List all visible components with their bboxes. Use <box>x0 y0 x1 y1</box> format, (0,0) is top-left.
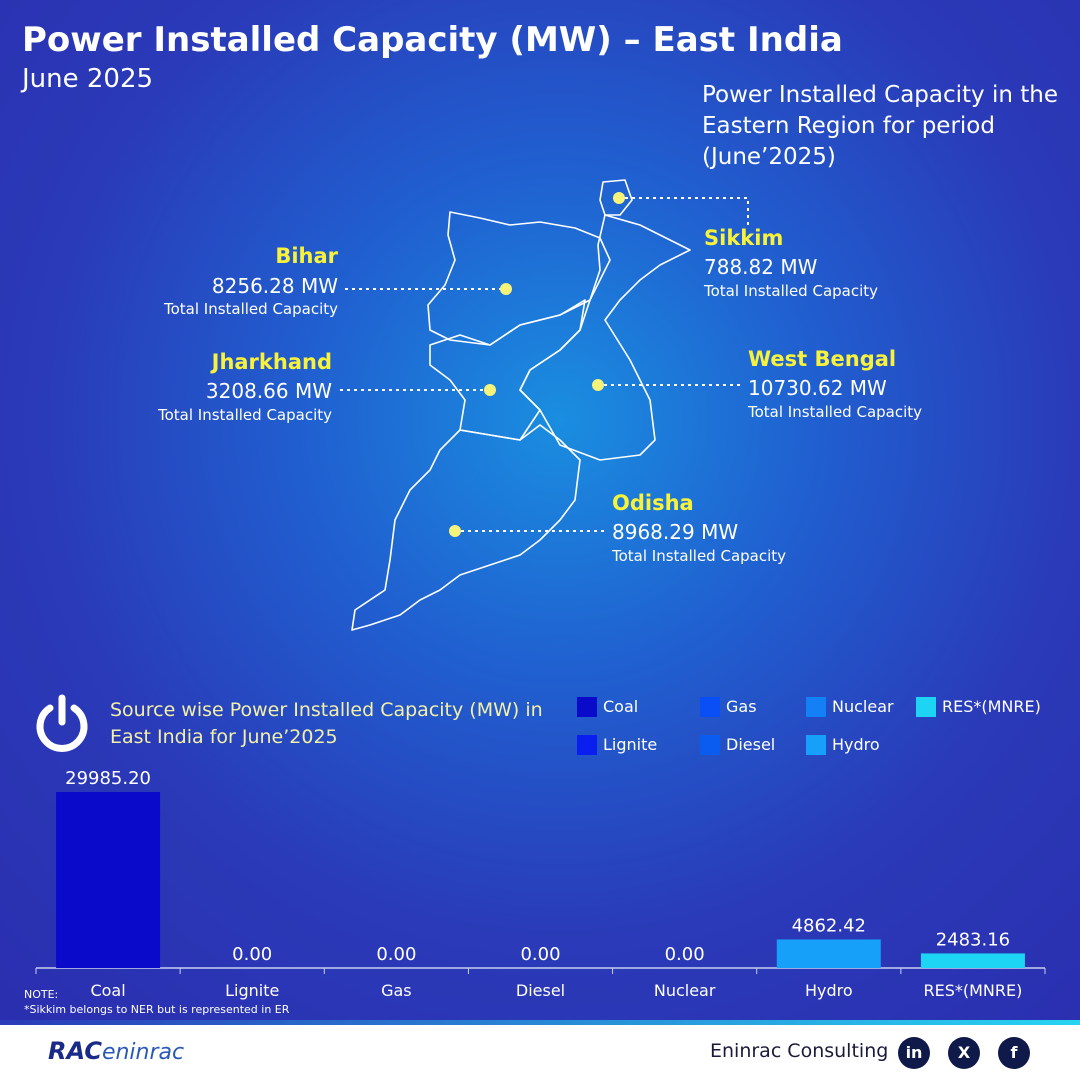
map-odisha <box>351 424 581 631</box>
bar-chart: 29985.20 Coal 0.00 Lignite 0.00 Gas 0.00 Diesel… <box>35 768 1046 1000</box>
map-dot <box>592 379 604 391</box>
legend-label: Nuclear <box>832 697 894 716</box>
state-value: 8256.28 MW <box>211 274 338 298</box>
power-icon <box>36 694 88 752</box>
value-label: 0.00 <box>520 944 560 965</box>
subtitle: June 2025 <box>22 64 154 94</box>
map-dot <box>449 525 461 537</box>
legend-swatch <box>577 735 597 755</box>
social-icon[interactable]: in <box>898 1037 930 1069</box>
social-icon[interactable]: X <box>948 1037 980 1069</box>
value-label: 4862.42 <box>792 915 866 936</box>
leader-lines <box>340 197 749 532</box>
map-dots <box>449 192 625 537</box>
background <box>0 0 1080 1025</box>
state-name: Odisha <box>612 491 694 515</box>
logo-mark: RAC <box>48 1037 102 1065</box>
state-caption: Total Installed Capacity <box>163 300 338 318</box>
logo: RACeninrac <box>48 1037 184 1065</box>
state-caption: Total Installed Capacity <box>704 282 879 300</box>
state-name: Bihar <box>275 244 338 268</box>
logo-text: eninrac <box>101 1040 185 1065</box>
company: Eninrac Consulting <box>710 1040 889 1062</box>
legend-label: RES*(MNRE) <box>942 697 1041 716</box>
value-label: 0.00 <box>232 944 272 965</box>
state-value: 3208.66 MW <box>205 379 332 403</box>
state-name: West Bengal <box>748 347 897 371</box>
legend-swatch <box>700 697 720 717</box>
state-name: Jharkhand <box>211 350 332 374</box>
bar <box>920 953 1025 968</box>
legend-swatch <box>916 697 936 717</box>
legend-swatch <box>806 697 826 717</box>
bar <box>56 792 161 968</box>
state-caption: Total Installed Capacity <box>748 403 923 421</box>
state-caption: Total Installed Capacity <box>612 547 787 565</box>
legend-swatch <box>806 735 826 755</box>
separator <box>0 1020 1080 1025</box>
x-tick-label: Diesel <box>516 981 565 1000</box>
legend-swatch <box>700 735 720 755</box>
value-label: 0.00 <box>665 944 705 965</box>
x-tick-label: Hydro <box>805 981 853 1000</box>
leader-line <box>625 197 749 225</box>
x-tick-label: Coal <box>90 981 125 1000</box>
bar <box>776 939 881 968</box>
map-jharkhand <box>429 299 586 441</box>
x-tick-label: Nuclear <box>654 981 716 1000</box>
map-dot <box>500 283 512 295</box>
state-caption: Total Installed Capacity <box>157 406 332 424</box>
state-value: 788.82 MW <box>704 255 818 279</box>
note-text: *Sikkim belongs to NER but is represente… <box>24 1003 290 1016</box>
map-sikkim <box>599 179 633 216</box>
legend-label: Diesel <box>726 735 776 754</box>
x-tick-label: Gas <box>381 981 412 1000</box>
value-label: 29985.20 <box>65 768 151 789</box>
map <box>351 179 691 631</box>
map-dot <box>484 384 496 396</box>
map-west-bengal <box>519 214 691 461</box>
chart-title: Source wise Power Installed Capacity (MW… <box>110 699 543 748</box>
legend-label: Lignite <box>603 735 658 754</box>
value-label: 2483.16 <box>936 929 1010 950</box>
note-label: NOTE: <box>24 988 59 1001</box>
x-tick-label: RES*(MNRE) <box>923 981 1022 1000</box>
legend-swatch <box>577 697 597 717</box>
value-label: 0.00 <box>376 944 416 965</box>
power-icon-arc <box>36 704 88 752</box>
legend-label: Coal <box>603 697 639 716</box>
map-heading: Power Installed Capacity in the Eastern … <box>702 82 1058 170</box>
legend-label: Hydro <box>832 735 880 754</box>
state-value: 10730.62 MW <box>748 376 887 400</box>
x-tick-label: Lignite <box>225 981 279 1000</box>
map-dot <box>613 192 625 204</box>
state-name: Sikkim <box>704 226 784 250</box>
title: Power Installed Capacity (MW) – East Ind… <box>22 20 843 60</box>
social-icon[interactable]: f <box>998 1037 1030 1069</box>
state-value: 8968.29 MW <box>612 520 739 544</box>
legend-label: Gas <box>726 697 757 716</box>
